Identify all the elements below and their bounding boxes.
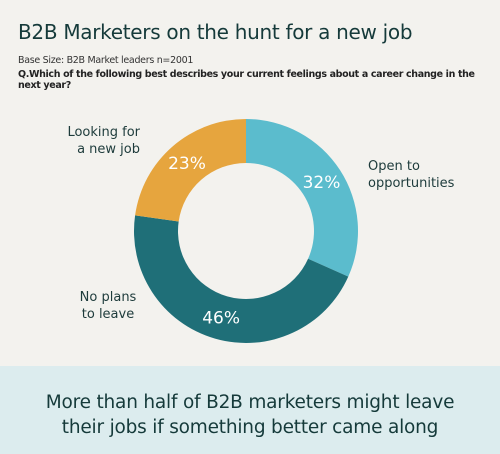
footer-line1: More than half of B2B marketers might le… [45, 392, 455, 413]
value-label-open-to-opportunities: 32% [303, 173, 341, 193]
label-none-line2: to leave [81, 307, 135, 322]
label-open-line2: opportunities [368, 176, 455, 191]
label-looking-for-new-job: Looking for a new job [40, 124, 140, 158]
label-looking-line1: Looking for [67, 125, 140, 140]
footer-message: More than half of B2B marketers might le… [0, 390, 500, 440]
slice-no-plans-to-leave [134, 215, 349, 344]
label-no-plans-to-leave: No plans to leave [70, 289, 146, 323]
slice-open-to-opportunities [246, 119, 358, 277]
footer-banner [0, 366, 500, 454]
label-open-to-opportunities: Open to opportunities [368, 158, 478, 192]
label-looking-line2: a new job [77, 142, 140, 157]
survey-question: Q.Which of the following best describes … [18, 69, 475, 91]
value-label-looking-for-new-job: 23% [168, 154, 206, 174]
chart-title: B2B Marketers on the hunt for a new job [18, 20, 413, 44]
label-none-line1: No plans [79, 290, 137, 305]
slice-looking-for-new-job [135, 119, 246, 222]
footer-line2: their jobs if something better came alon… [61, 417, 439, 438]
value-label-no-plans-to-leave: 46% [202, 308, 240, 328]
label-open-line1: Open to [368, 159, 420, 174]
base-size-note: Base Size: B2B Market leaders n=2001 [18, 55, 194, 66]
